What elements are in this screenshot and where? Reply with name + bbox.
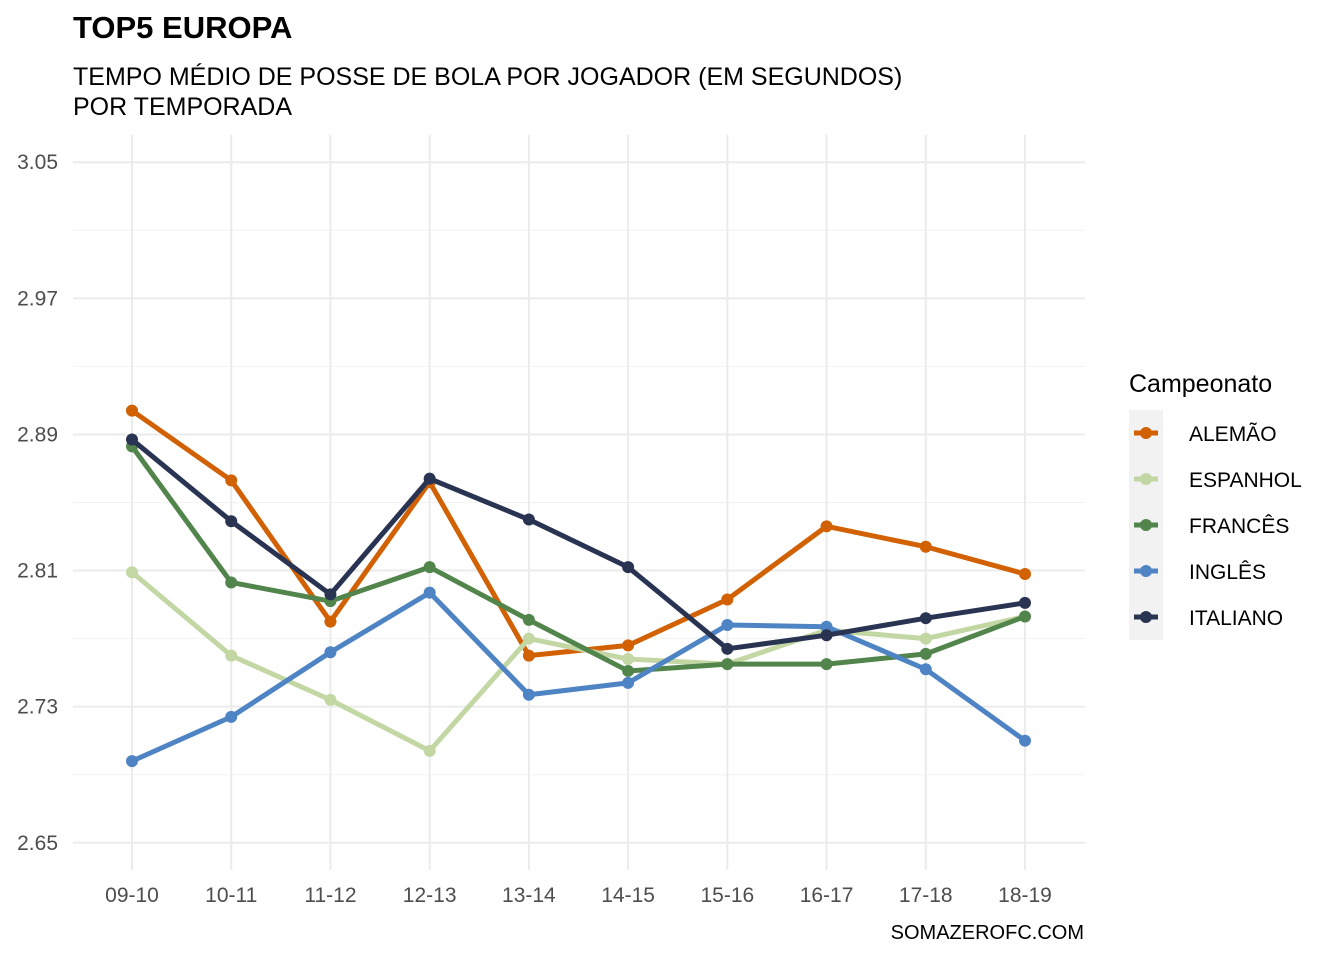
- legend-key-point: [1140, 427, 1152, 439]
- legend: Campeonato ALEMÃO ESPANHOL FRANCÊS INGLÊS IT…: [1129, 370, 1302, 640]
- series-1: [126, 566, 1031, 757]
- y-axis: 2.65 2.73 2.81 2.89 2.97 3.05: [17, 151, 58, 855]
- data-point: [423, 472, 436, 485]
- y-tick-label: 2.65: [17, 832, 58, 855]
- chart-subtitle: TEMPO MÉDIO DE POSSE DE BOLA POR JOGADOR…: [73, 62, 1173, 122]
- legend-item: ESPANHOL: [1134, 469, 1302, 492]
- data-point: [225, 474, 238, 487]
- data-point: [622, 653, 635, 666]
- data-point: [1019, 734, 1031, 747]
- legend-label: ITALIANO: [1189, 607, 1283, 630]
- data-point: [225, 515, 238, 528]
- series-line: [129, 590, 1028, 764]
- data-point: [721, 658, 734, 671]
- data-point: [820, 658, 833, 671]
- data-point: [820, 520, 833, 533]
- data-point: [1019, 610, 1031, 623]
- legend-label: ESPANHOL: [1189, 469, 1302, 492]
- data-point: [126, 433, 138, 446]
- grid-minor: [73, 229, 1085, 776]
- x-tick-label: 14-15: [601, 884, 655, 907]
- data-point: [324, 693, 337, 706]
- series-line: [129, 408, 1028, 659]
- data-point: [324, 615, 337, 628]
- legend-label: ALEMÃO: [1189, 422, 1277, 446]
- series-line: [129, 443, 1028, 674]
- x-tick-label: 10-11: [205, 884, 257, 907]
- data-point: [919, 632, 932, 645]
- data-point: [324, 588, 337, 601]
- data-point: [820, 620, 833, 633]
- x-tick-label: 15-16: [700, 884, 754, 907]
- x-axis: 09-10 10-11 11-12 12-13 13-14 14-15 15-16 16-17…: [105, 884, 1052, 907]
- subtitle-line-2: POR TEMPORADA: [73, 93, 293, 121]
- y-tick-label: 2.97: [17, 287, 58, 310]
- legend-key-point: [1140, 611, 1152, 623]
- y-tick-label: 2.81: [17, 560, 58, 583]
- legend-items: ALEMÃO ESPANHOL FRANCÊS INGLÊS ITALIANO: [1129, 410, 1302, 640]
- data-point: [225, 576, 238, 589]
- x-tick-label: 12-13: [403, 884, 457, 907]
- series-2: [126, 440, 1031, 677]
- subtitle-line-1: TEMPO MÉDIO DE POSSE DE BOLA POR JOGADOR…: [73, 63, 903, 91]
- legend-item: INGLÊS: [1134, 561, 1266, 584]
- data-point: [721, 593, 734, 606]
- data-point: [919, 540, 932, 553]
- data-point: [225, 649, 238, 662]
- grid-major: [73, 135, 1085, 870]
- data-point: [919, 612, 932, 625]
- data-point: [423, 744, 436, 757]
- legend-title: Campeonato: [1129, 370, 1272, 398]
- series-line: [129, 569, 1028, 754]
- data-point: [225, 710, 238, 723]
- y-tick-label: 2.89: [17, 423, 58, 446]
- x-tick-label: 11-12: [304, 884, 356, 907]
- data-point: [1019, 596, 1031, 609]
- y-tick-label: 2.73: [17, 696, 58, 719]
- legend-key-point: [1140, 565, 1152, 577]
- data-point: [423, 586, 436, 599]
- legend-key-point: [1140, 519, 1152, 531]
- chart-title: TOP5 EUROPA: [73, 10, 293, 45]
- series-lines: [126, 404, 1031, 768]
- data-point: [126, 566, 138, 579]
- data-point: [522, 649, 535, 662]
- data-point: [423, 561, 436, 574]
- legend-item: ALEMÃO: [1134, 422, 1277, 446]
- x-tick-label: 18-19: [998, 884, 1052, 907]
- data-point: [721, 642, 734, 655]
- legend-item: ITALIANO: [1134, 607, 1283, 630]
- series-3: [126, 586, 1031, 768]
- data-point: [324, 646, 337, 659]
- caption: SOMAZEROFC.COM: [890, 922, 1084, 944]
- x-tick-label: 09-10: [105, 884, 159, 907]
- x-tick-label: 13-14: [502, 884, 556, 907]
- legend-label: FRANCÊS: [1189, 515, 1289, 538]
- legend-item: FRANCÊS: [1134, 515, 1289, 538]
- data-point: [919, 647, 932, 660]
- series-4: [126, 433, 1031, 655]
- y-tick-label: 3.05: [17, 151, 58, 174]
- legend-key-point: [1140, 473, 1152, 485]
- data-point: [622, 561, 635, 574]
- data-point: [721, 619, 734, 631]
- x-tick-label: 16-17: [800, 884, 854, 907]
- data-point: [522, 613, 535, 626]
- data-point: [820, 629, 833, 642]
- data-point: [126, 404, 138, 417]
- data-point: [126, 755, 138, 768]
- data-point: [622, 639, 635, 652]
- data-point: [522, 688, 535, 701]
- data-point: [522, 632, 535, 645]
- data-point: [622, 664, 635, 677]
- data-point: [622, 676, 635, 689]
- legend-label: INGLÊS: [1189, 561, 1266, 584]
- data-point: [1019, 567, 1031, 580]
- series-line: [129, 437, 1028, 652]
- data-point: [919, 663, 932, 676]
- x-tick-label: 17-18: [899, 884, 953, 907]
- data-point: [522, 513, 535, 526]
